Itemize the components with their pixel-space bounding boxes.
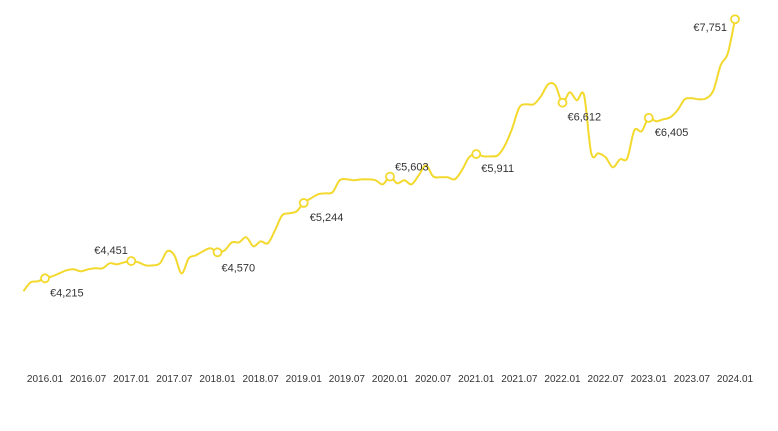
point-label: €4,451 [94,245,128,257]
point-label: €4,570 [222,262,256,274]
point-label: €6,612 [568,112,602,124]
x-tick-label: 2020.01 [372,374,409,385]
x-tick-label: 2022.01 [544,374,581,385]
x-tick-label: 2019.07 [329,374,366,385]
point-marker [730,14,740,25]
x-tick-label: 2021.01 [458,374,495,385]
x-tick-label: 2017.07 [156,374,193,385]
x-tick-label: 2022.07 [588,374,625,385]
point-marker [643,112,654,123]
point-label: €4,215 [50,287,84,299]
point-marker [298,198,309,208]
x-tick-label: 2021.07 [501,374,538,385]
point-marker [212,247,223,258]
price-line [22,19,736,292]
point-marker [40,273,50,284]
x-tick-label: 2017.01 [113,374,150,385]
point-marker [126,256,137,266]
point-marker [471,149,482,159]
x-tick-label: 2020.07 [415,374,452,385]
x-tick-label: 2019.01 [286,374,323,385]
point-marker [557,97,568,108]
point-label: €5,603 [395,162,429,174]
point-marker [385,171,395,182]
x-tick-label: 2023.07 [674,374,711,385]
point-label: €5,244 [310,212,344,224]
x-tick-label: 2024.01 [717,374,754,385]
x-tick-label: 2023.01 [631,374,668,385]
x-tick-label: 2016.07 [70,374,107,385]
point-label: €5,911 [481,163,514,175]
point-label: €7,751 [693,22,727,34]
point-label: €6,405 [655,127,689,139]
x-tick-label: 2018.07 [243,374,280,385]
x-tick-label: 2016.01 [27,374,64,385]
x-tick-label: 2018.01 [199,374,236,385]
